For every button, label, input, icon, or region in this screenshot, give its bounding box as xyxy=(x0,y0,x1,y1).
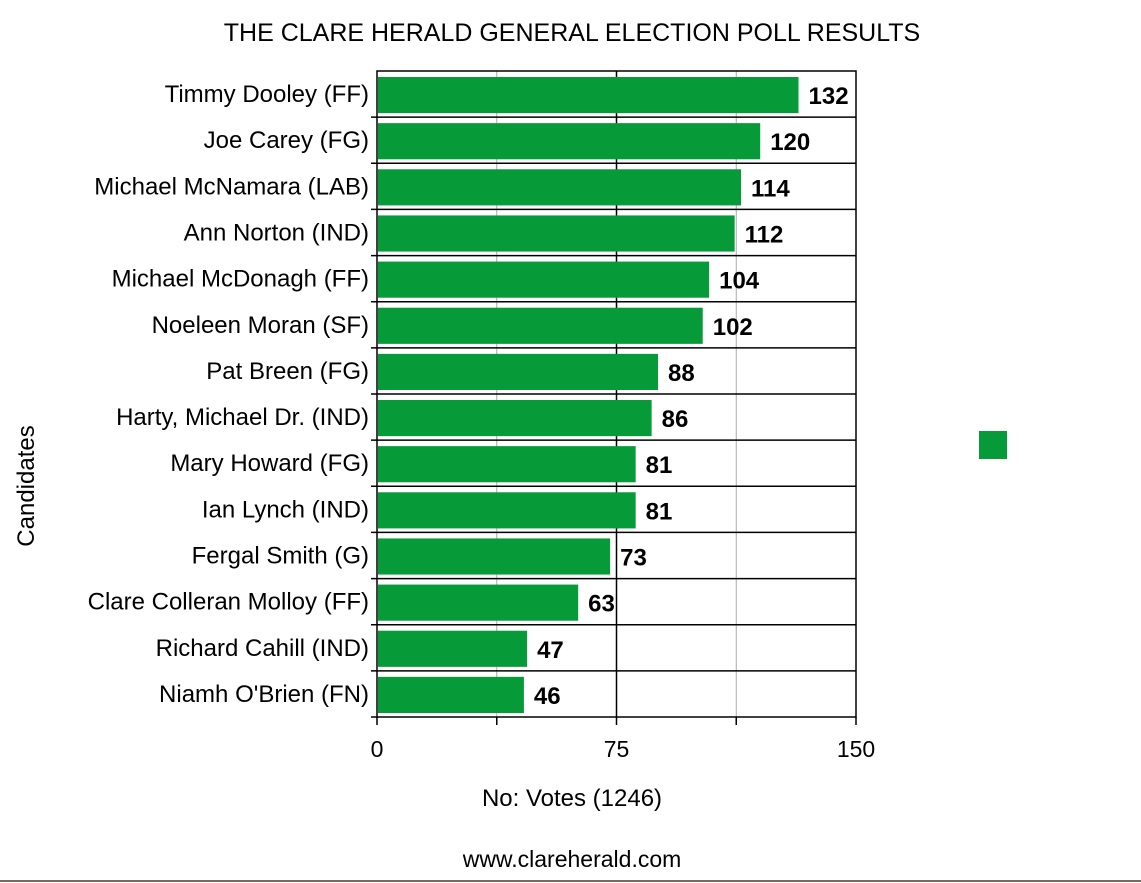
category-label: Timmy Dooley (FF) xyxy=(165,81,369,108)
row-separators xyxy=(371,116,856,718)
chart-title: THE CLARE HERALD GENERAL ELECTION POLL R… xyxy=(224,19,920,47)
x-tick-label: 150 xyxy=(837,736,875,762)
value-label: 112 xyxy=(745,222,784,249)
value-label: 104 xyxy=(719,268,760,295)
x-axis-title: No: Votes (1246) xyxy=(482,785,662,812)
bar xyxy=(378,169,742,206)
category-label: Joe Carey (FG) xyxy=(204,127,369,154)
bar xyxy=(378,584,579,621)
category-labels: Timmy Dooley (FF) Joe Carey (FG) Michael M… xyxy=(88,81,369,708)
value-label: 102 xyxy=(713,314,753,341)
category-label: Noeleen Moran (SF) xyxy=(152,312,369,339)
value-label: 88 xyxy=(668,360,695,387)
category-label: Harty, Michael Dr. (IND) xyxy=(116,404,369,431)
category-label: Michael McNamara (LAB) xyxy=(94,173,369,200)
category-label: Ann Norton (IND) xyxy=(184,220,369,247)
value-label: 73 xyxy=(620,545,647,572)
legend-swatch xyxy=(979,431,1007,459)
bar xyxy=(378,261,710,298)
bar xyxy=(378,492,636,529)
category-label: Clare Colleran Molloy (FF) xyxy=(88,589,369,616)
bar xyxy=(378,77,799,114)
category-label: Richard Cahill (IND) xyxy=(156,635,369,662)
value-label: 86 xyxy=(662,406,689,433)
footer-url: www.clareherald.com xyxy=(462,846,682,872)
bar xyxy=(378,446,636,483)
bar xyxy=(378,215,735,252)
bar xyxy=(378,307,703,344)
bar xyxy=(378,400,652,437)
bars xyxy=(378,77,799,713)
bar xyxy=(378,676,524,713)
x-tick-label: 0 xyxy=(371,736,384,762)
category-label: Fergal Smith (G) xyxy=(192,543,369,570)
category-label: Ian Lynch (IND) xyxy=(202,496,369,523)
value-label: 120 xyxy=(770,129,810,156)
value-label: 46 xyxy=(534,683,561,710)
category-label: Mary Howard (FG) xyxy=(170,450,369,477)
x-tick-label: 75 xyxy=(604,736,630,762)
value-label: 132 xyxy=(809,83,849,110)
value-label: 114 xyxy=(751,175,790,202)
bar xyxy=(378,353,659,390)
value-label: 81 xyxy=(646,452,673,479)
value-label: 47 xyxy=(537,637,564,664)
category-label: Niamh O'Brien (FN) xyxy=(159,681,369,708)
bar xyxy=(378,630,528,667)
category-label: Michael McDonagh (FF) xyxy=(112,266,369,293)
bar xyxy=(378,123,761,160)
value-label: 81 xyxy=(646,498,673,525)
category-label: Pat Breen (FG) xyxy=(206,358,369,385)
y-axis-title: Candidates xyxy=(13,425,40,546)
x-axis-ticks: 0 75 150 xyxy=(371,717,875,762)
bar xyxy=(378,538,611,575)
value-label: 63 xyxy=(588,591,615,618)
